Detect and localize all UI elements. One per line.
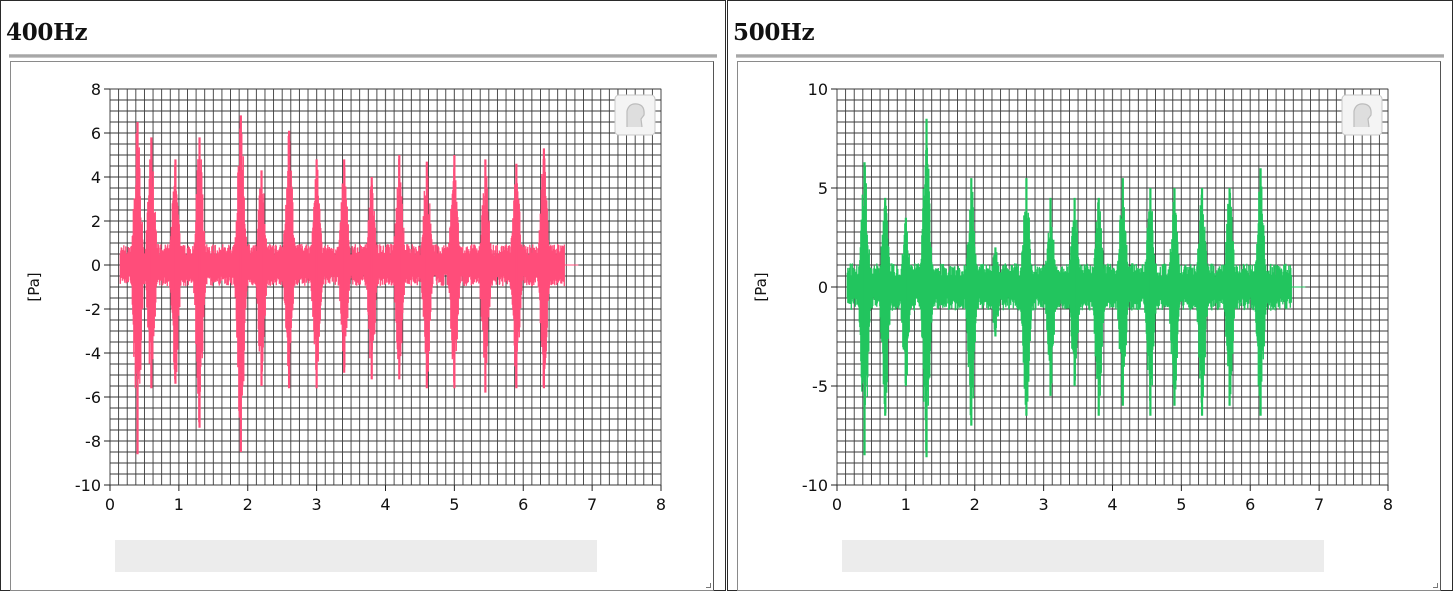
waveform-graph-400hz[interactable]: 0 1 2 3 4 5 6 7 8 8 6 4 2 0 -2 -4 -6 -8 -10 [Pa] [11,62,713,590]
axes: 0 1 2 3 4 5 6 7 8 8 6 4 2 0 -2 -4 -6 -8 -10 [Pa] [25,80,666,514]
x-tick-label: 6 [518,495,528,514]
y-tick-label: -10 [802,476,828,495]
x-tick-label: 7 [1314,495,1324,514]
panel-400hz: 400Hz 0 1 2 3 4 5 6 7 8 8 6 4 2 0 -2 -4 -6 -8 -10 [Pa] [0,0,726,591]
y-tick-label: -2 [85,300,101,319]
x-tick-label: 6 [1245,495,1255,514]
waveform-series [119,115,579,455]
x-tick-label: 3 [1039,495,1049,514]
title-divider [9,54,717,58]
y-tick-label: 5 [818,179,828,198]
y-tick-label: -6 [85,388,101,407]
panel-500hz: 500Hz 0 1 2 3 4 5 6 7 8 10 5 0 -5 -10 [Pa] [727,0,1453,591]
x-tick-label: 8 [656,495,666,514]
y-axis-label: [Pa] [752,272,770,301]
waveform-series [846,118,1306,458]
graph-palette-icon[interactable] [614,94,656,136]
y-tick-label: -4 [85,344,101,363]
y-tick-label: -10 [75,476,101,495]
horizontal-scrollbar[interactable] [115,540,597,572]
y-tick-label: 8 [91,80,101,99]
x-tick-label: 0 [105,495,115,514]
graph-palette-icon[interactable] [1341,94,1383,136]
graph-frame: 0 1 2 3 4 5 6 7 8 10 5 0 -5 -10 [Pa] [737,61,1441,591]
y-tick-label: -8 [85,432,101,451]
y-tick-label: 4 [91,168,101,187]
x-tick-label: 5 [1176,495,1186,514]
x-tick-label: 3 [312,495,322,514]
y-tick-label: -5 [812,377,828,396]
y-axis-label: [Pa] [25,272,43,301]
waveform-graph-500hz[interactable]: 0 1 2 3 4 5 6 7 8 10 5 0 -5 -10 [Pa] [738,62,1440,590]
x-tick-label: 2 [970,495,980,514]
x-tick-label: 7 [587,495,597,514]
y-tick-label: 6 [91,124,101,143]
x-tick-label: 1 [901,495,911,514]
y-tick-label: 0 [91,256,101,275]
horizontal-scrollbar[interactable] [842,540,1324,572]
y-tick-label: 0 [818,278,828,297]
x-tick-label: 4 [1107,495,1117,514]
plot-grid [109,88,662,486]
x-tick-label: 8 [1383,495,1393,514]
y-tick-label: 10 [808,80,828,99]
x-tick-label: 5 [449,495,459,514]
axes: 0 1 2 3 4 5 6 7 8 10 5 0 -5 -10 [Pa] [752,80,1393,514]
title-divider [736,54,1444,58]
x-tick-label: 1 [174,495,184,514]
graph-frame: 0 1 2 3 4 5 6 7 8 8 6 4 2 0 -2 -4 -6 -8 -10 [Pa] [10,61,714,591]
y-tick-label: 2 [91,212,101,231]
x-tick-label: 2 [243,495,253,514]
x-tick-label: 4 [380,495,390,514]
panel-title: 400Hz [6,19,88,46]
panel-title: 500Hz [733,19,815,46]
x-tick-label: 0 [832,495,842,514]
